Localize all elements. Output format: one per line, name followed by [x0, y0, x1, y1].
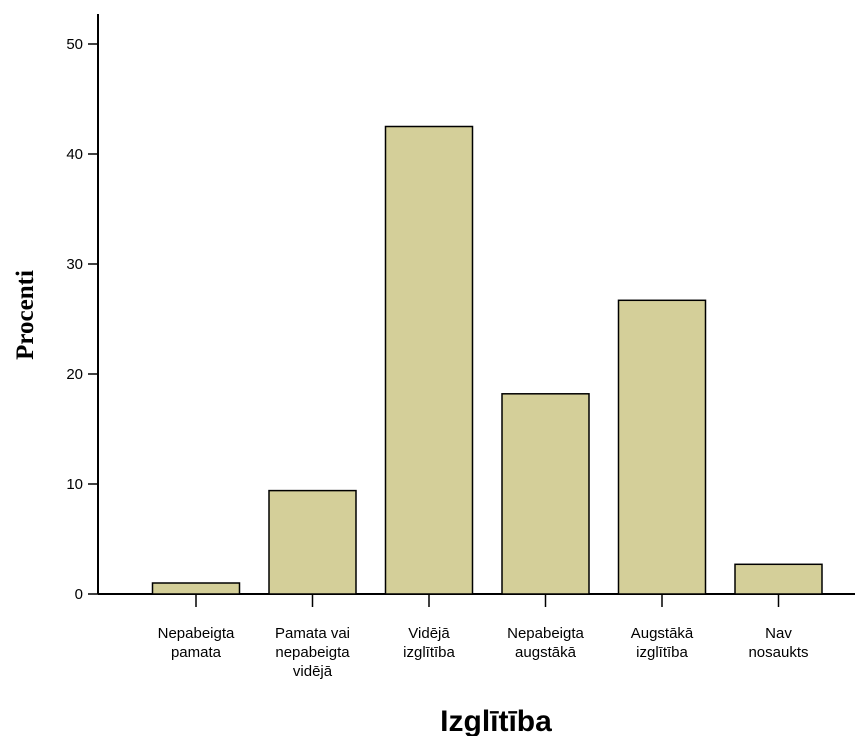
- x-tick-label-line: Augstākā: [631, 625, 694, 642]
- bar-0: [151, 582, 241, 595]
- y-tick-label-1: 10: [66, 476, 83, 493]
- x-tick-label-line: Pamata vai: [275, 625, 350, 642]
- x-tick-label-line: augstākā: [515, 644, 577, 661]
- chart-axes: [97, 14, 855, 595]
- x-tick-label-2: Vidējā izglītība: [403, 625, 455, 661]
- x-tick-label-line: pamata: [171, 644, 222, 661]
- bar-2: [384, 125, 474, 595]
- x-ticks: Nepabeigta pamata Pamata vai nepabeigta vidē…: [158, 594, 809, 680]
- x-tick-label-line: Nepabeigta: [158, 625, 235, 642]
- y-tick-label-4: 40: [66, 146, 83, 163]
- bar-4: [617, 299, 707, 595]
- x-tick-label-line: Vidējā: [408, 625, 450, 642]
- x-tick-label-1: Pamata vai nepabeigta vidējā: [275, 625, 350, 680]
- x-tick-label-line: nepabeigta: [275, 644, 350, 661]
- bar-3: [501, 393, 590, 595]
- x-axis-title: Izglītība: [440, 705, 552, 736]
- y-ticks: 0 10 20 30 40 50: [66, 36, 98, 603]
- y-axis-title: Procenti: [12, 270, 39, 360]
- x-tick-label-line: izglītība: [403, 644, 455, 661]
- x-tick-label-0: Nepabeigta pamata: [158, 625, 235, 661]
- x-tick-label-line: Nav: [765, 625, 792, 642]
- bar-5: [734, 563, 823, 595]
- x-tick-label-line: Nepabeigta: [507, 625, 584, 642]
- x-tick-label-line: izglītība: [636, 644, 688, 661]
- bars: [151, 125, 823, 595]
- x-tick-label-line: nosaukts: [748, 644, 808, 661]
- x-tick-label-3: Nepabeigta augstākā: [507, 625, 584, 661]
- y-tick-label-0: 0: [75, 586, 83, 603]
- y-tick-label-2: 20: [66, 366, 83, 383]
- bar-1: [268, 489, 357, 595]
- x-tick-label-line: vidējā: [293, 663, 333, 680]
- x-tick-label-4: Augstākā izglītība: [631, 625, 694, 661]
- x-tick-label-5: Nav nosaukts: [748, 625, 808, 661]
- y-tick-label-3: 30: [66, 256, 83, 273]
- y-tick-label-5: 50: [66, 36, 83, 53]
